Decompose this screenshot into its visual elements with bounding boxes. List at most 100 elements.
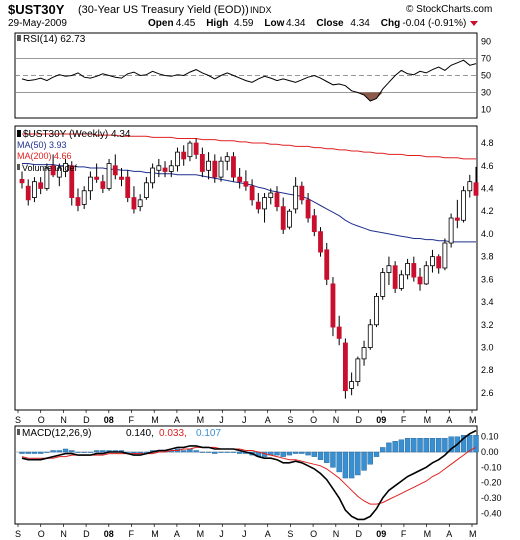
quote-value: 4.59 — [234, 18, 254, 29]
candle — [255, 193, 261, 214]
x-tick-label: D — [83, 415, 90, 425]
watermark: © StockCharts.com — [406, 4, 492, 15]
macd-histogram-bar — [435, 438, 442, 453]
macd-histogram-bar — [373, 451, 380, 457]
x-tick-label: M — [469, 529, 477, 539]
macd-histogram-bar — [398, 439, 405, 453]
macd-tick-label: -0.20 — [481, 478, 502, 488]
macd-histogram-bar — [31, 451, 38, 454]
macd-histogram-bar — [93, 450, 100, 453]
x-axis-price: S O N D 08 F M A M J J A S O N D 09 F M A M — [15, 410, 477, 425]
macd-histogram-bar — [205, 451, 212, 453]
x-tick-label: A — [174, 415, 180, 425]
candle — [299, 181, 305, 205]
x-tick-label: A — [446, 529, 452, 539]
candle — [392, 261, 398, 293]
candle — [287, 208, 292, 230]
candle — [75, 188, 81, 212]
price-tick-label: 2.8 — [481, 365, 494, 375]
x-tick-label: 08 — [104, 529, 114, 539]
candle-body — [143, 182, 149, 198]
candle — [280, 197, 286, 234]
x-tick-label: J — [219, 529, 224, 539]
candle — [137, 194, 143, 212]
candle-body — [94, 176, 100, 180]
x-tick-label: F — [401, 415, 407, 425]
price-tick-label: 4.0 — [481, 229, 494, 239]
price-panel: 2.6 2.8 3.0 3.2 3.4 3.6 3.8 4.0 4.2 4.4 4.6 4.8 $UST… — [14, 125, 494, 411]
candle-body — [193, 142, 199, 155]
macd-histogram-bar — [423, 438, 429, 453]
candle — [318, 227, 323, 257]
macd-histogram-bar — [305, 451, 311, 456]
candle-body — [392, 265, 398, 289]
price-tick-label: 4.2 — [481, 206, 494, 216]
rsi-tick-label: 30 — [481, 88, 491, 98]
candle — [100, 174, 106, 194]
x-tick-label: S — [15, 415, 21, 425]
candle — [293, 177, 299, 214]
macd-histogram-bar — [37, 451, 44, 454]
candle — [44, 163, 50, 191]
candle — [56, 163, 62, 187]
macd-histogram-bar — [411, 438, 417, 453]
candle-body — [218, 160, 224, 178]
macd-histogram-bar — [392, 441, 398, 453]
macd-legend: MACD(12,26,9) — [22, 428, 91, 439]
candle — [119, 168, 124, 187]
macd-value: 0.140, — [126, 428, 154, 439]
x-tick-label: J — [242, 529, 247, 539]
symbol: $UST30Y — [8, 2, 65, 17]
x-tick-label: O — [310, 415, 317, 425]
price-tick-label: 4.6 — [481, 161, 494, 171]
macd-histogram-bar — [56, 450, 63, 453]
candle-body — [417, 276, 423, 285]
macd-histogram-bar — [286, 451, 293, 456]
quote-value: 4.34 — [350, 18, 370, 29]
candle — [175, 147, 180, 172]
quote-label: Chg — [381, 18, 400, 29]
macd-histogram-bar — [324, 451, 330, 463]
rsi-legend: RSI(14) 62.73 — [23, 34, 86, 45]
candle — [106, 158, 112, 191]
macd-histogram-bar — [230, 451, 237, 453]
candle-body — [175, 151, 180, 167]
x-tick-label: D — [356, 529, 363, 539]
macd-histogram-bar — [317, 451, 324, 460]
candle — [454, 199, 460, 229]
candle — [212, 154, 218, 183]
x-tick-label: J — [219, 415, 224, 425]
macd-histogram-bar — [224, 451, 230, 453]
x-tick-label: A — [265, 529, 271, 539]
price-legend: $UST30Y (Weekly) 4.34 — [23, 129, 131, 140]
candle-body — [336, 326, 342, 339]
candle — [473, 166, 479, 196]
candle-body — [75, 197, 81, 206]
x-tick-label: M — [424, 529, 432, 539]
x-tick-label: S — [287, 415, 293, 425]
candle-body — [106, 163, 112, 189]
candle — [125, 170, 131, 203]
candle-body — [442, 242, 448, 269]
candle-body — [112, 165, 118, 176]
candle-body — [131, 197, 137, 210]
candle-body — [454, 217, 460, 221]
candle — [143, 177, 149, 200]
candle-body — [150, 167, 156, 184]
x-tick-label: N — [333, 415, 340, 425]
macd-histogram-bar — [429, 438, 436, 453]
candle — [430, 249, 435, 273]
macd-panel: 0.10 0.00 -0.10 -0.20 -0.30 -0.40 MACD(12,26,9… — [14, 425, 502, 525]
macd-histogram-bar — [87, 451, 94, 453]
down-arrow-icon — [470, 21, 478, 26]
macd-histogram-bar — [330, 451, 336, 468]
candle — [199, 147, 205, 178]
candle-body — [423, 265, 429, 285]
candle — [32, 177, 37, 203]
macd-histogram-bar — [218, 451, 224, 453]
candle-body — [50, 165, 56, 176]
candle-body — [100, 181, 106, 189]
candle-body — [411, 263, 417, 278]
candle-body — [349, 381, 355, 389]
macd-histogram-bar — [236, 451, 243, 454]
